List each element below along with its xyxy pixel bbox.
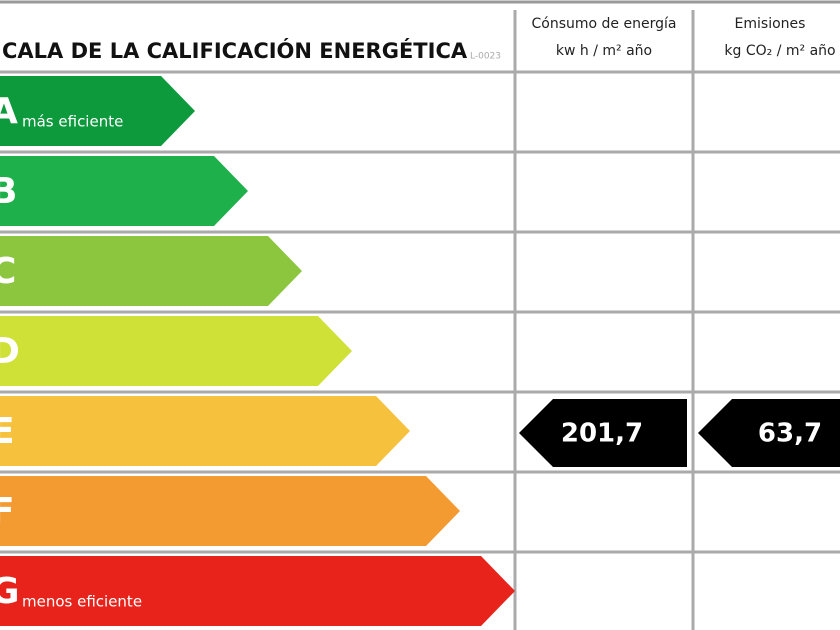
rating-letter: F: [0, 491, 15, 532]
rating-arrow: [0, 236, 302, 306]
rating-letter: C: [0, 251, 16, 292]
rating-arrow: [0, 156, 248, 226]
rating-arrow: [0, 316, 352, 386]
value-label: 201,7: [561, 419, 643, 449]
value-label: 63,7: [758, 419, 822, 449]
column-title: Cónsumo de energía: [532, 16, 677, 32]
rating-letter: G: [0, 571, 20, 612]
rating-letter: A: [0, 91, 18, 132]
rating-arrow: [0, 476, 460, 546]
rating-arrow: [0, 556, 515, 626]
rating-note: menos eficiente: [22, 593, 142, 611]
value-arrow: [698, 399, 840, 467]
rating-arrow: [0, 76, 195, 146]
rating-letter: E: [0, 411, 15, 452]
rating-letter: D: [0, 331, 20, 372]
value-arrow: [519, 399, 687, 467]
title: CALA DE LA CALIFICACIÓN ENERGÉTICA: [2, 38, 468, 63]
column-unit: kg CO₂ / m² año: [724, 43, 835, 59]
rating-letter: B: [0, 171, 17, 212]
rating-note: más eficiente: [22, 113, 123, 131]
column-title: Emisiones: [735, 16, 806, 32]
code: L-0023: [470, 52, 501, 62]
column-unit: kw h / m² año: [556, 43, 652, 59]
rating-arrow: [0, 396, 410, 466]
